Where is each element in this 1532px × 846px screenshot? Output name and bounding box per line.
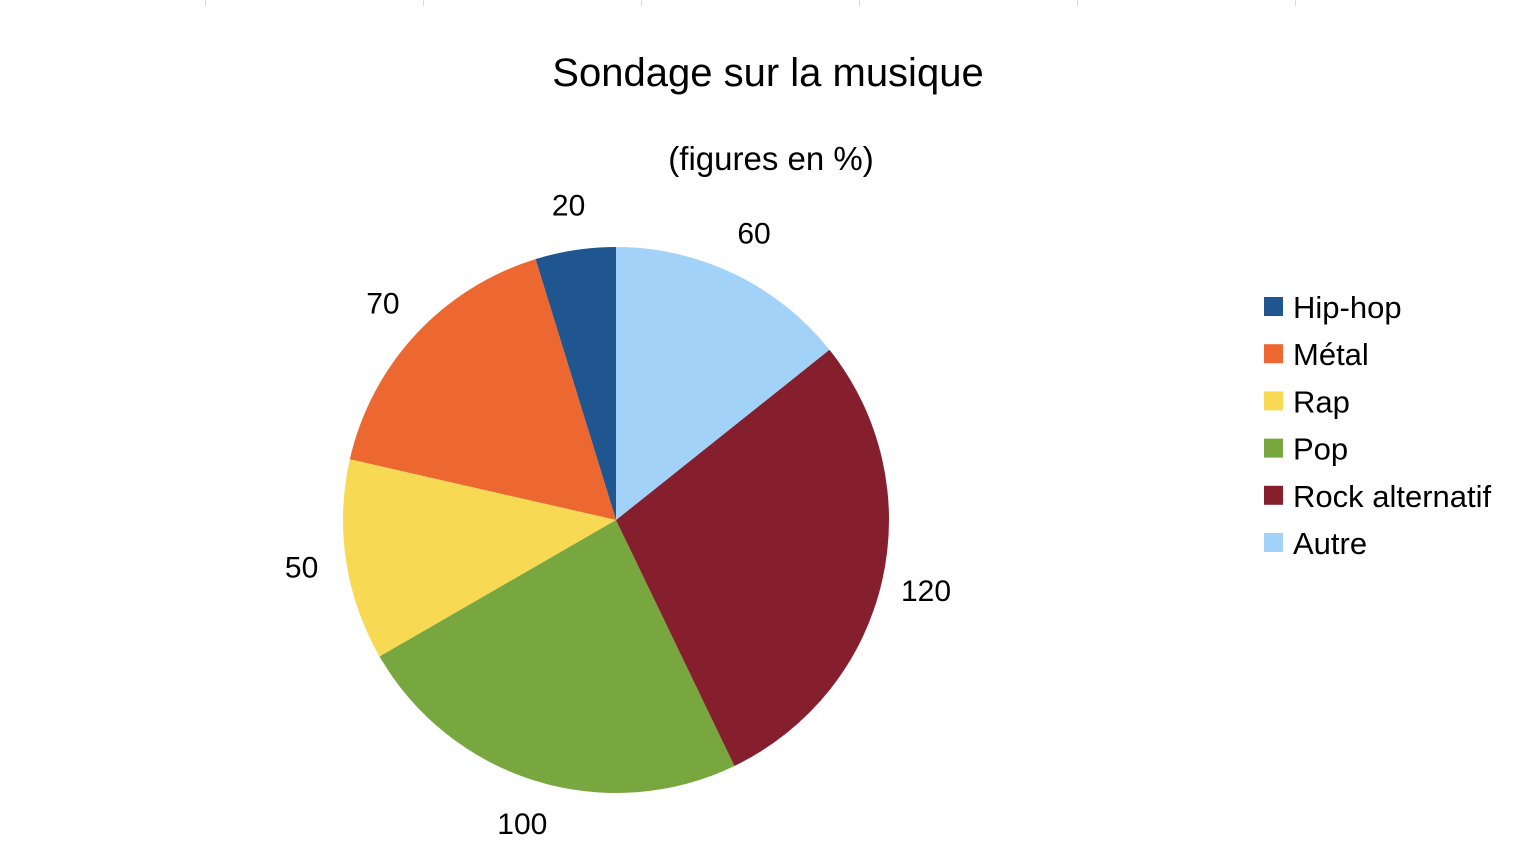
pie-slice-hip-hop xyxy=(535,247,616,520)
legend-label-hip-hop: Hip-hop xyxy=(1293,290,1402,325)
data-label-pop: 100 xyxy=(497,808,547,841)
legend-label-pop: Pop xyxy=(1293,432,1348,467)
legend-label-metal: Métal xyxy=(1293,337,1369,372)
legend-label-rock-alternatif: Rock alternatif xyxy=(1293,479,1492,514)
legend-swatch-autre xyxy=(1264,533,1283,552)
data-label-metal: 70 xyxy=(366,288,399,321)
pie-slice-pop xyxy=(379,520,735,793)
chart-title: Sondage sur la musique xyxy=(552,51,983,95)
legend-swatch-rock-alternatif xyxy=(1264,485,1283,505)
data-label-autre: 60 xyxy=(737,218,770,251)
data-label-hip-hop: 20 xyxy=(552,190,585,223)
legend: Hip-hop Métal Rap Pop Rock alternatif Autre xyxy=(1264,290,1492,561)
legend-swatch-metal xyxy=(1264,344,1283,364)
pie-slice-rock-alternatif xyxy=(616,349,889,766)
pie-data-labels: 20 70 50 100 120 60 xyxy=(285,190,951,841)
data-label-rock-alternatif: 120 xyxy=(901,575,951,608)
legend-label-autre: Autre xyxy=(1293,526,1367,561)
pie-slices xyxy=(342,247,889,793)
top-ticks xyxy=(205,0,1296,6)
pie-slice-metal xyxy=(349,259,616,520)
pie-slice-autre xyxy=(616,247,830,520)
legend-swatch-rap xyxy=(1264,391,1283,411)
legend-label-rap: Rap xyxy=(1293,384,1350,419)
pie-slice-rap xyxy=(342,459,616,657)
legend-swatch-hip-hop xyxy=(1264,297,1283,316)
legend-swatch-pop xyxy=(1264,438,1283,458)
chart-subtitle: (figures en %) xyxy=(668,140,873,177)
data-label-rap: 50 xyxy=(285,551,318,584)
